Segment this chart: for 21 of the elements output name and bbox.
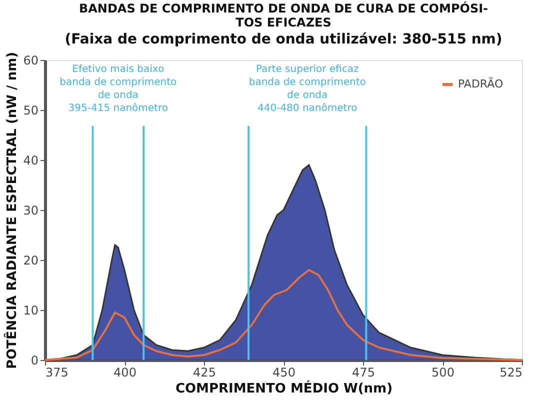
- x-tick-label: 475: [352, 366, 375, 380]
- y-tick-label: 10: [23, 304, 38, 318]
- y-tick-label: 50: [23, 104, 38, 118]
- y-tick-label: 30: [23, 204, 38, 218]
- annotation: Parte superior eficaz banda de comprimento de onda 440-480 nanômetro: [248, 64, 366, 114]
- y-tick-label: 20: [23, 254, 38, 268]
- x-tick-label: 375: [46, 366, 68, 380]
- legend-label: PADRÃO: [458, 76, 504, 90]
- chart-title: BANDAS DE COMPRIMENTO DE ONDA DE CURA DE COMPÓSI- TOS EFICAZES: [78, 0, 488, 30]
- y-tick-label: 0: [30, 354, 38, 368]
- chart-subtitle: (Faixa de comprimento de onda utilizável: 380-515 nm): [64, 31, 502, 48]
- x-tick-label: 500: [432, 366, 454, 380]
- x-tick-label: 450: [272, 366, 296, 380]
- x-tick-label: 400: [114, 366, 136, 380]
- y-tick-label: 40: [23, 154, 38, 168]
- y-axis-title: POTÊNCIA RADIANTE ESPECTRAL (nW / nm): [3, 52, 20, 370]
- x-tick-label: 525: [500, 366, 522, 380]
- x-tick-label: 425: [193, 366, 216, 380]
- y-tick-label: 60: [23, 54, 38, 68]
- x-axis-title: COMPRIMENTO MÉDIO W(nm): [175, 380, 393, 396]
- annotation: Efetivo mais baixo banda de comprimento de onda 395-415 nanômetro: [60, 64, 177, 114]
